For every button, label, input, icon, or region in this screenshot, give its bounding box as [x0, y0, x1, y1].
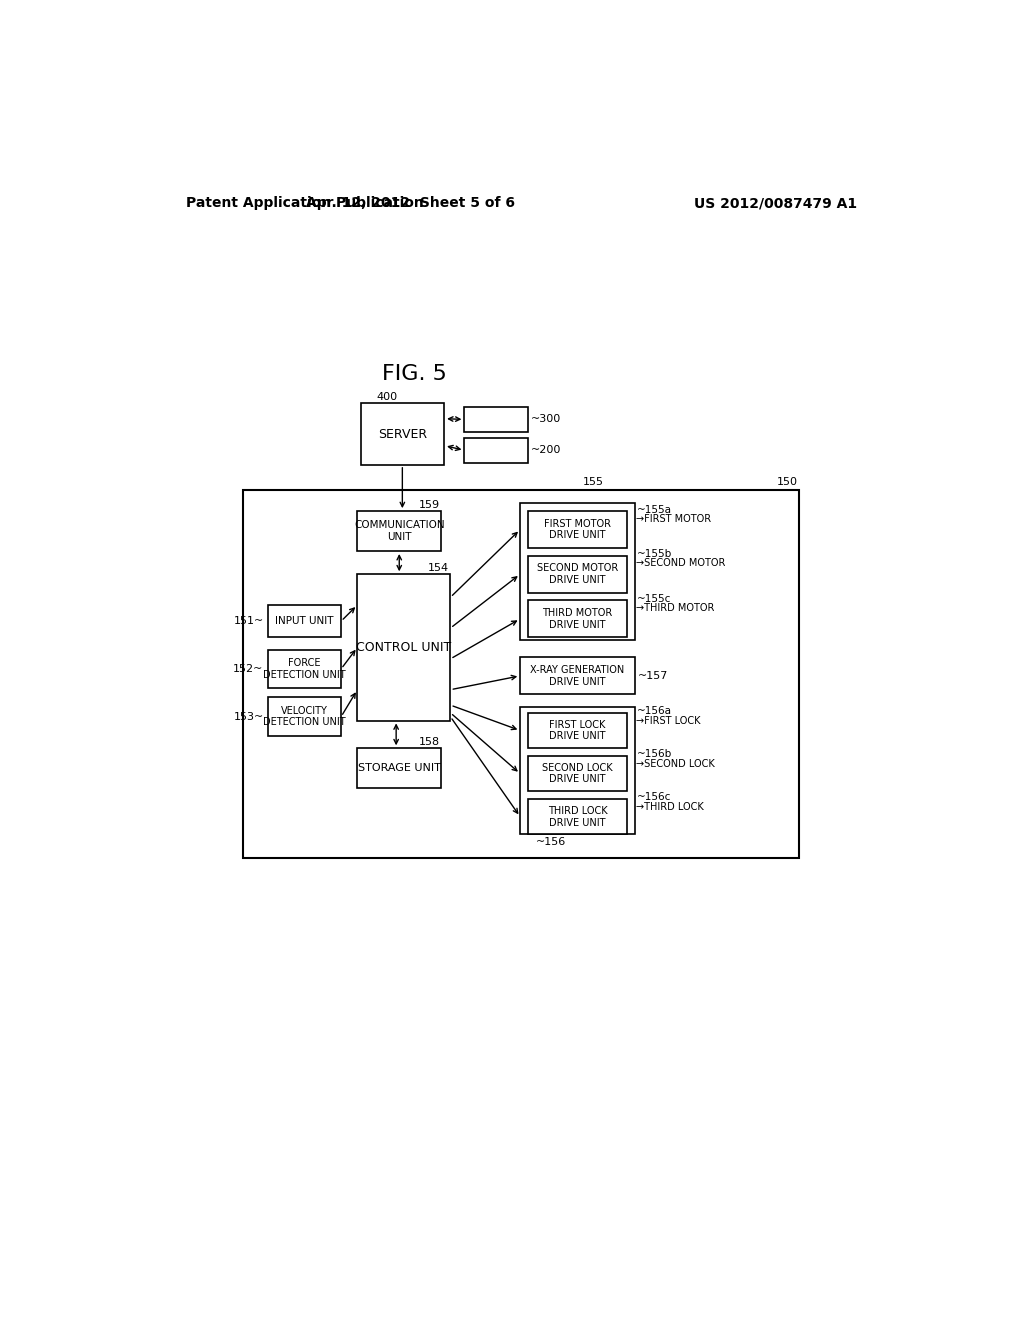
Bar [520, 657, 635, 694]
Bar [528, 601, 627, 638]
Bar [528, 756, 627, 792]
Text: 155: 155 [583, 477, 603, 487]
Text: ~156b: ~156b [636, 750, 672, 759]
Text: VELOCITY
DETECTION UNIT: VELOCITY DETECTION UNIT [263, 706, 346, 727]
Text: 153~: 153~ [233, 711, 263, 722]
Text: 152~: 152~ [233, 664, 263, 675]
Text: THIRD MOTOR
DRIVE UNIT: THIRD MOTOR DRIVE UNIT [543, 609, 612, 630]
Bar [267, 649, 341, 688]
Text: →THIRD LOCK: →THIRD LOCK [636, 801, 705, 812]
Text: →SECOND LOCK: →SECOND LOCK [636, 759, 715, 768]
Bar [360, 404, 444, 465]
Text: ~300: ~300 [531, 414, 561, 425]
Text: 154: 154 [428, 564, 449, 573]
Text: ~156a: ~156a [636, 706, 672, 717]
Bar [528, 713, 627, 748]
Text: SECOND LOCK
DRIVE UNIT: SECOND LOCK DRIVE UNIT [542, 763, 612, 784]
Bar [267, 605, 341, 638]
Text: SECOND MOTOR
DRIVE UNIT: SECOND MOTOR DRIVE UNIT [537, 564, 618, 585]
Bar [464, 407, 528, 432]
Text: FIG. 5: FIG. 5 [382, 364, 447, 384]
Text: ~155c: ~155c [636, 594, 671, 603]
Text: Patent Application Publication: Patent Application Publication [186, 197, 424, 210]
Text: ~156c: ~156c [636, 792, 671, 803]
Bar [243, 490, 799, 858]
Text: FIRST LOCK
DRIVE UNIT: FIRST LOCK DRIVE UNIT [549, 719, 606, 742]
Text: INPUT UNIT: INPUT UNIT [275, 616, 334, 626]
Text: →THIRD MOTOR: →THIRD MOTOR [636, 603, 715, 612]
Text: 159: 159 [419, 500, 439, 510]
Text: 400: 400 [376, 392, 397, 403]
Text: STORAGE UNIT: STORAGE UNIT [357, 763, 440, 774]
Text: ~156: ~156 [536, 837, 566, 847]
Text: ~155b: ~155b [636, 549, 672, 560]
Text: Apr. 12, 2012  Sheet 5 of 6: Apr. 12, 2012 Sheet 5 of 6 [306, 197, 515, 210]
Text: 151~: 151~ [233, 616, 263, 626]
Bar [464, 438, 528, 462]
Text: X-RAY GENERATION
DRIVE UNIT: X-RAY GENERATION DRIVE UNIT [530, 665, 625, 686]
Text: SERVER: SERVER [378, 428, 427, 441]
Text: US 2012/0087479 A1: US 2012/0087479 A1 [693, 197, 857, 210]
Bar [528, 511, 627, 548]
Text: ~157: ~157 [638, 671, 669, 681]
Bar [267, 697, 341, 737]
Bar [528, 799, 627, 834]
Text: 150: 150 [776, 477, 798, 487]
Text: →FIRST LOCK: →FIRST LOCK [636, 715, 700, 726]
Text: CONTROL UNIT: CONTROL UNIT [356, 640, 452, 653]
Text: COMMUNICATION
UNIT: COMMUNICATION UNIT [354, 520, 444, 543]
Text: ~155a: ~155a [636, 504, 672, 515]
Bar [357, 574, 451, 721]
Text: →FIRST MOTOR: →FIRST MOTOR [636, 513, 712, 524]
Bar [528, 556, 627, 593]
Text: FIRST MOTOR
DRIVE UNIT: FIRST MOTOR DRIVE UNIT [544, 519, 611, 540]
Text: ~200: ~200 [531, 445, 561, 455]
Text: 158: 158 [419, 737, 439, 747]
Bar [520, 503, 635, 640]
Text: THIRD LOCK
DRIVE UNIT: THIRD LOCK DRIVE UNIT [548, 807, 607, 828]
Bar [520, 706, 635, 834]
Bar [357, 511, 441, 552]
Text: FORCE
DETECTION UNIT: FORCE DETECTION UNIT [263, 659, 346, 680]
Bar [357, 748, 441, 788]
Text: →SECOND MOTOR: →SECOND MOTOR [636, 558, 726, 569]
